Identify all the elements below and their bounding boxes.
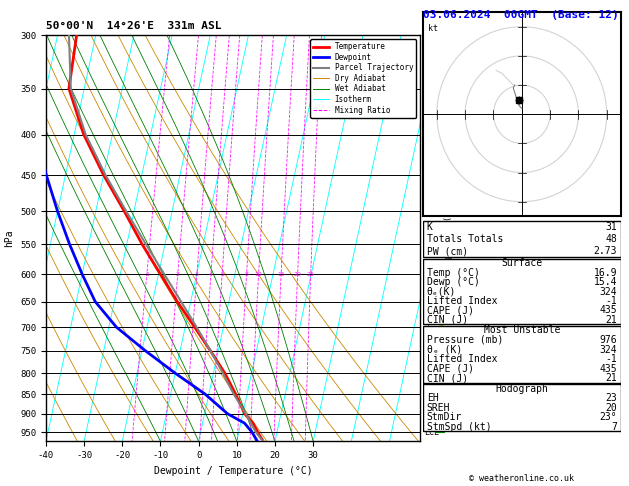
Text: -1: -1	[605, 296, 617, 306]
Text: 21: 21	[605, 314, 617, 325]
Text: Temp (°C): Temp (°C)	[426, 268, 479, 278]
Text: 5: 5	[220, 272, 224, 277]
Text: 324: 324	[599, 287, 617, 296]
Text: Surface: Surface	[501, 259, 542, 268]
Text: θₑ(K): θₑ(K)	[426, 287, 456, 296]
Text: 3: 3	[195, 272, 199, 277]
Text: 23°: 23°	[599, 412, 617, 422]
Text: 23: 23	[605, 394, 617, 403]
Text: Lifted Index: Lifted Index	[426, 296, 497, 306]
Text: 324: 324	[599, 345, 617, 355]
Text: PW (cm): PW (cm)	[426, 246, 468, 257]
Bar	[423, 259, 621, 324]
Text: 2: 2	[175, 272, 180, 277]
Text: 4: 4	[424, 270, 429, 278]
Text: 2: 2	[424, 369, 429, 378]
Y-axis label: hPa: hPa	[4, 229, 14, 247]
Text: 435: 435	[599, 364, 617, 374]
Text: CIN (J): CIN (J)	[426, 314, 468, 325]
Bar	[423, 384, 621, 431]
Text: Hodograph: Hodograph	[495, 384, 548, 394]
Text: 15.4: 15.4	[593, 277, 617, 287]
Bar	[423, 221, 621, 258]
Text: EH: EH	[426, 394, 438, 403]
Text: 03.06.2024  00GMT  (Base: 12): 03.06.2024 00GMT (Base: 12)	[423, 10, 618, 20]
Text: km: km	[424, 22, 434, 32]
Text: Totals Totals: Totals Totals	[426, 234, 503, 244]
Text: K: K	[426, 223, 433, 232]
Text: StmDir: StmDir	[426, 412, 462, 422]
Text: 435: 435	[599, 305, 617, 315]
Text: 1: 1	[145, 272, 149, 277]
Text: 15: 15	[277, 272, 285, 277]
Text: 25: 25	[307, 272, 314, 277]
Text: SREH: SREH	[426, 403, 450, 413]
Text: Lifted Index: Lifted Index	[426, 354, 497, 364]
Bar	[423, 326, 621, 383]
Text: 1: 1	[424, 409, 429, 418]
Text: -1: -1	[605, 354, 617, 364]
Text: © weatheronline.co.uk: © weatheronline.co.uk	[469, 474, 574, 483]
Text: CIN (J): CIN (J)	[426, 373, 468, 383]
Text: StmSpd (kt): StmSpd (kt)	[426, 421, 491, 432]
Text: 6: 6	[424, 207, 429, 216]
Text: 20: 20	[605, 403, 617, 413]
Text: 4: 4	[209, 272, 213, 277]
Text: 50°00'N  14°26'E  331m ASL: 50°00'N 14°26'E 331m ASL	[46, 21, 221, 32]
Text: Pressure (mb): Pressure (mb)	[426, 335, 503, 345]
Legend: Temperature, Dewpoint, Parcel Trajectory, Dry Adiabat, Wet Adiabat, Isotherm, Mi: Temperature, Dewpoint, Parcel Trajectory…	[310, 39, 416, 118]
Text: ASL: ASL	[424, 42, 439, 51]
Text: 16.9: 16.9	[593, 268, 617, 278]
Text: 48: 48	[605, 234, 617, 244]
Text: 5: 5	[424, 240, 429, 249]
Text: 976: 976	[599, 335, 617, 345]
Text: θₑ (K): θₑ (K)	[426, 345, 462, 355]
Text: 2.73: 2.73	[593, 246, 617, 257]
Text: LCL: LCL	[424, 428, 439, 437]
Text: CAPE (J): CAPE (J)	[426, 305, 474, 315]
Text: kt: kt	[428, 24, 438, 33]
Text: 8: 8	[245, 272, 248, 277]
Text: Mixing Ratio (g/kg): Mixing Ratio (g/kg)	[443, 191, 453, 286]
Text: 8: 8	[424, 31, 429, 40]
Text: 7: 7	[611, 421, 617, 432]
X-axis label: Dewpoint / Temperature (°C): Dewpoint / Temperature (°C)	[153, 466, 313, 476]
Text: Most Unstable: Most Unstable	[484, 326, 560, 335]
Text: 31: 31	[605, 223, 617, 232]
Text: 20: 20	[294, 272, 301, 277]
Text: Dewp (°C): Dewp (°C)	[426, 277, 479, 287]
Text: 3: 3	[424, 323, 429, 332]
Text: 7: 7	[424, 130, 429, 139]
Text: 21: 21	[605, 373, 617, 383]
Text: 10: 10	[255, 272, 262, 277]
Text: CAPE (J): CAPE (J)	[426, 364, 474, 374]
